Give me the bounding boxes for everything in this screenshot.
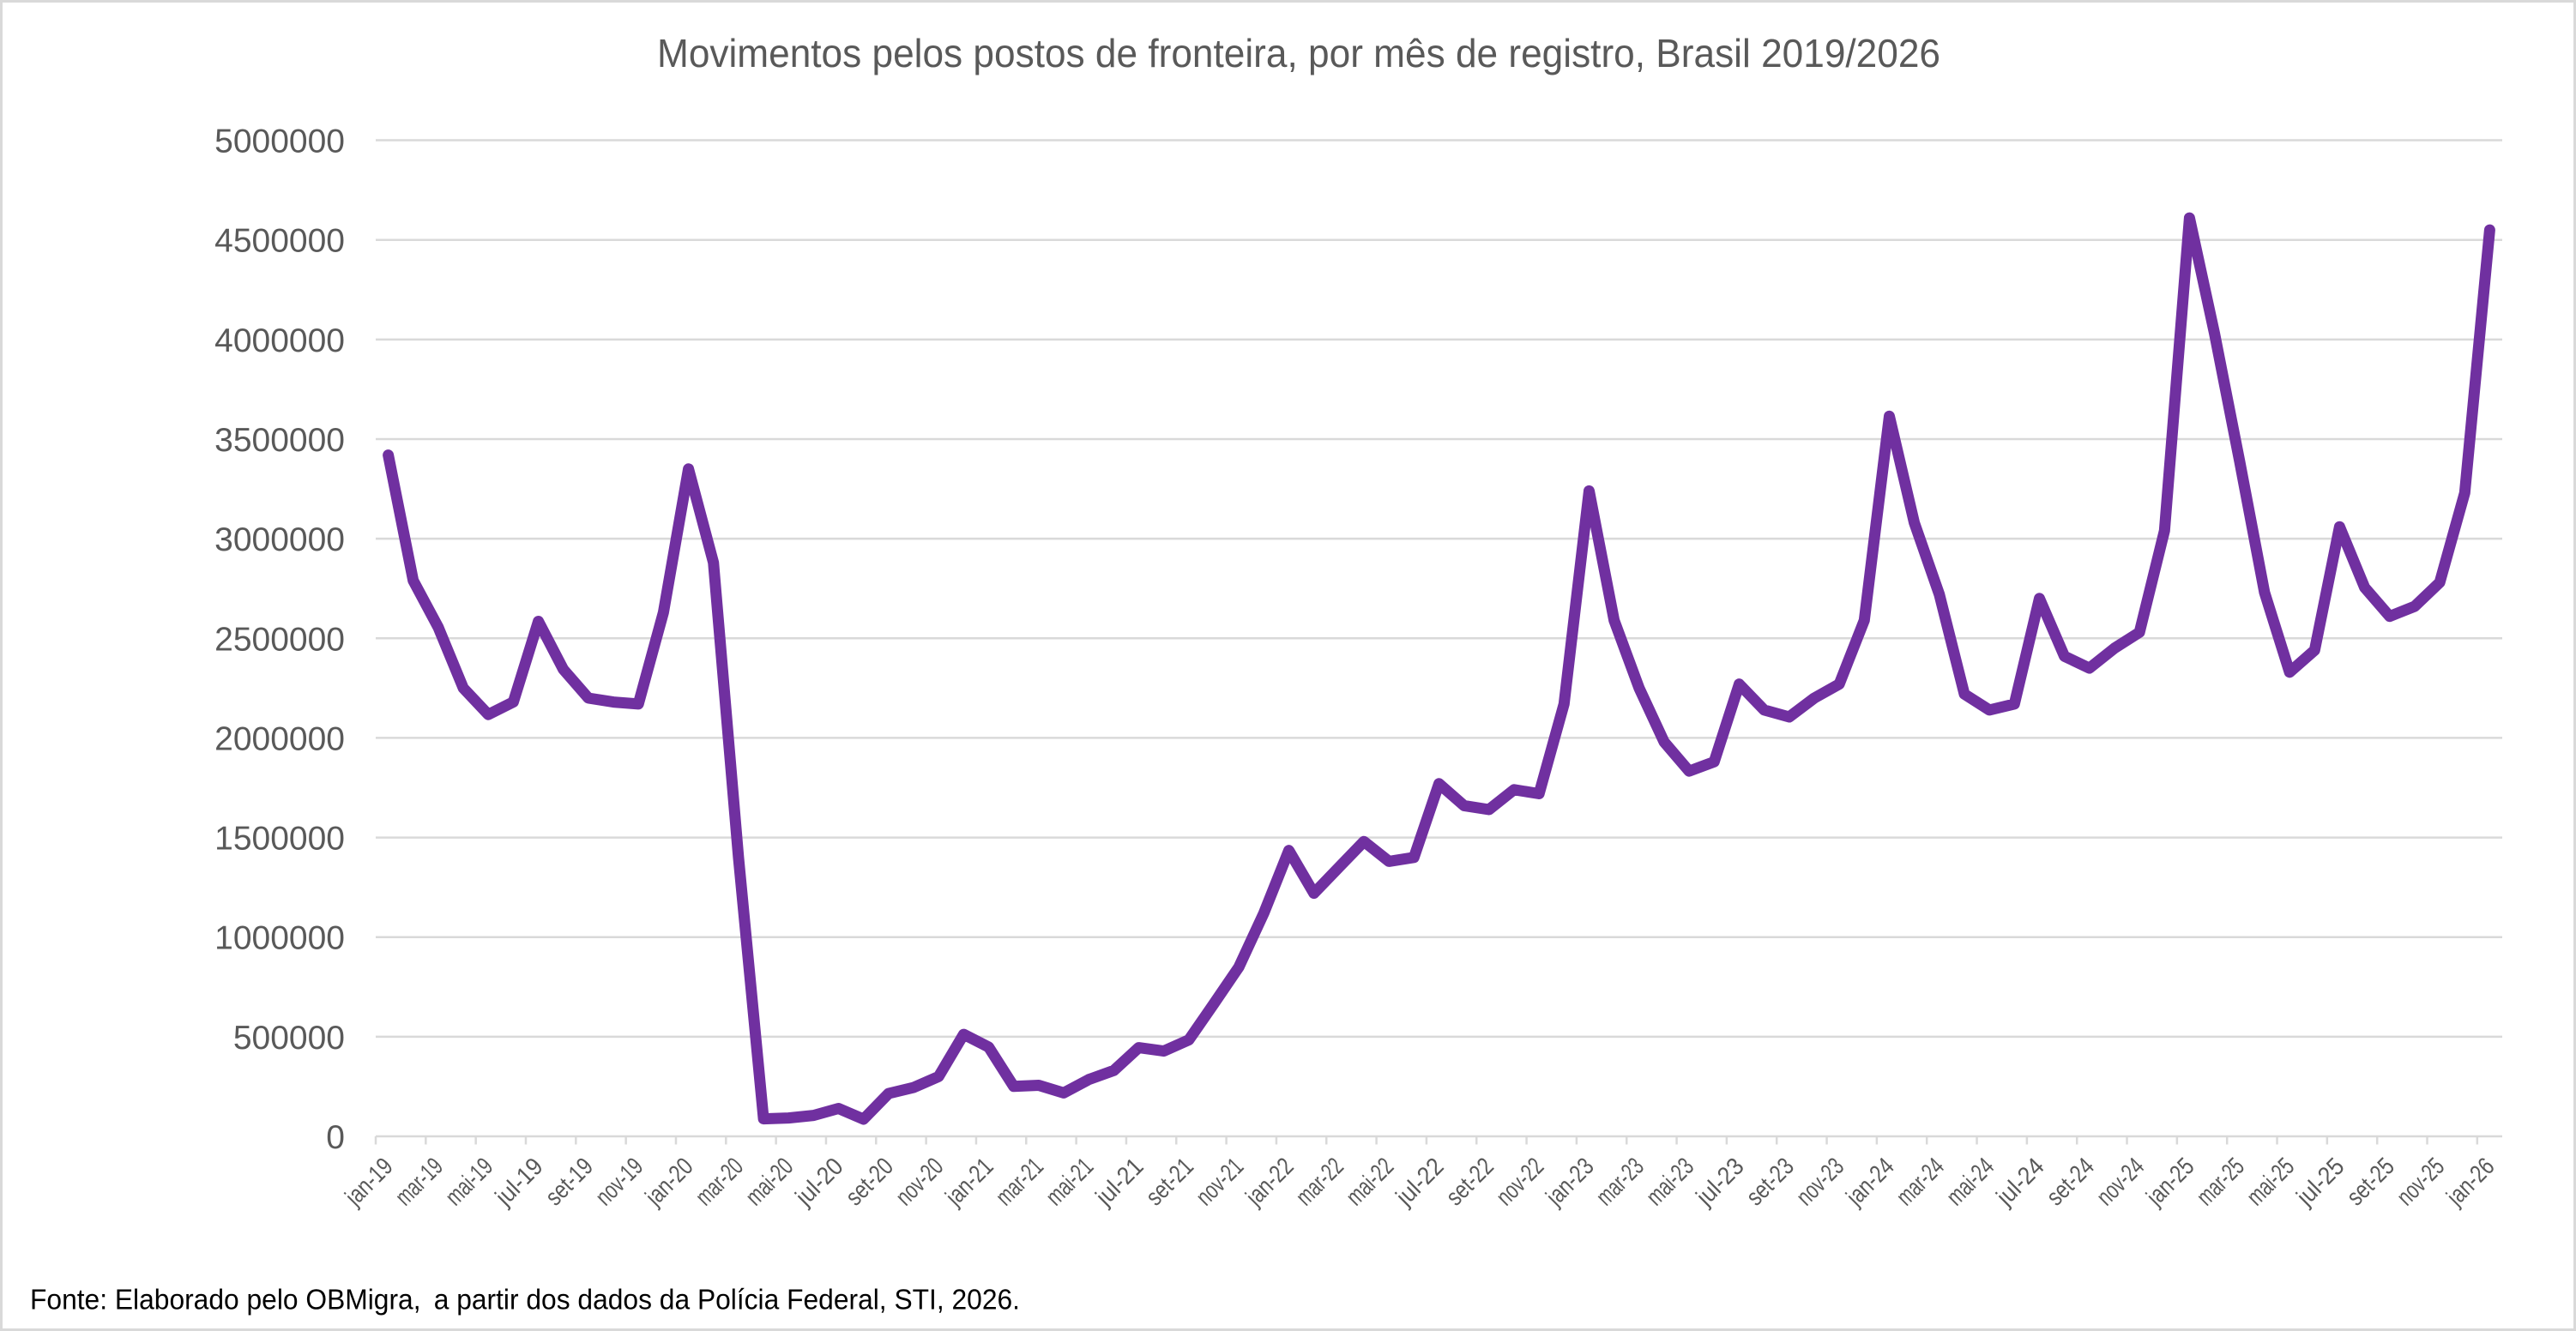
svg-text:jan-21: jan-21 [940, 1153, 998, 1211]
svg-text:nov-20: nov-20 [890, 1153, 949, 1211]
svg-text:mai-24: mai-24 [1941, 1153, 2000, 1211]
svg-text:4500000: 4500000 [214, 223, 345, 260]
svg-text:jan-23: jan-23 [1541, 1153, 1599, 1211]
svg-text:jan-26: jan-26 [2441, 1153, 2500, 1211]
svg-text:nov-19: nov-19 [590, 1153, 649, 1211]
svg-text:500000: 500000 [233, 1020, 345, 1057]
svg-text:jul-23: jul-23 [1691, 1153, 1750, 1212]
svg-text:mar-19: mar-19 [390, 1153, 449, 1211]
svg-text:jul-19: jul-19 [490, 1153, 549, 1212]
svg-text:jan-19: jan-19 [340, 1153, 398, 1211]
svg-text:2000000: 2000000 [214, 720, 345, 757]
svg-text:set-25: set-25 [2342, 1153, 2400, 1211]
svg-text:jul-24: jul-24 [1991, 1153, 2050, 1212]
svg-text:mai-22: mai-22 [1341, 1153, 1399, 1211]
svg-text:set-23: set-23 [1741, 1153, 1800, 1211]
svg-text:jul-25: jul-25 [2291, 1153, 2350, 1212]
svg-text:set-21: set-21 [1141, 1153, 1199, 1211]
svg-text:jul-21: jul-21 [1090, 1153, 1149, 1212]
svg-text:4000000: 4000000 [214, 322, 345, 359]
svg-text:jan-22: jan-22 [1240, 1153, 1299, 1211]
svg-text:mar-20: mar-20 [691, 1153, 749, 1211]
svg-text:3500000: 3500000 [214, 422, 345, 459]
svg-text:mai-25: mai-25 [2241, 1153, 2300, 1211]
svg-text:1000000: 1000000 [214, 920, 345, 957]
svg-text:nov-23: nov-23 [1791, 1153, 1849, 1211]
svg-text:jan-20: jan-20 [640, 1153, 698, 1211]
svg-text:Movimentos pelos postos de fro: Movimentos pelos postos de fronteira, po… [657, 31, 1940, 75]
svg-text:1500000: 1500000 [214, 821, 345, 858]
svg-text:0: 0 [326, 1119, 345, 1156]
svg-text:jul-20: jul-20 [790, 1153, 849, 1212]
svg-text:mai-19: mai-19 [440, 1153, 498, 1211]
svg-text:mai-20: mai-20 [740, 1153, 799, 1211]
svg-text:set-20: set-20 [841, 1153, 899, 1211]
svg-text:jan-24: jan-24 [1841, 1153, 1899, 1211]
svg-text:mar-21: mar-21 [991, 1153, 1049, 1211]
svg-text:nov-21: nov-21 [1191, 1153, 1249, 1211]
svg-text:mar-24: mar-24 [1891, 1153, 1950, 1211]
svg-text:mai-23: mai-23 [1641, 1153, 1699, 1211]
svg-text:set-19: set-19 [540, 1153, 599, 1211]
svg-text:mar-25: mar-25 [2192, 1153, 2250, 1211]
svg-text:jul-22: jul-22 [1391, 1153, 1450, 1212]
svg-text:set-22: set-22 [1441, 1153, 1499, 1211]
svg-text:jan-25: jan-25 [2141, 1153, 2199, 1211]
svg-text:nov-24: nov-24 [2091, 1153, 2150, 1211]
svg-text:Fonte: Elaborado pelo OBMigra,: Fonte: Elaborado pelo OBMigra, a partir … [30, 1285, 1020, 1316]
svg-text:nov-22: nov-22 [1491, 1153, 1549, 1211]
svg-text:mar-22: mar-22 [1291, 1153, 1349, 1211]
svg-text:set-24: set-24 [2042, 1153, 2100, 1211]
svg-text:5000000: 5000000 [214, 123, 345, 160]
svg-text:3000000: 3000000 [214, 521, 345, 558]
svg-text:nov-25: nov-25 [2392, 1153, 2450, 1211]
svg-text:mar-23: mar-23 [1591, 1153, 1650, 1211]
svg-text:2500000: 2500000 [214, 621, 345, 658]
svg-text:mai-21: mai-21 [1041, 1153, 1099, 1211]
